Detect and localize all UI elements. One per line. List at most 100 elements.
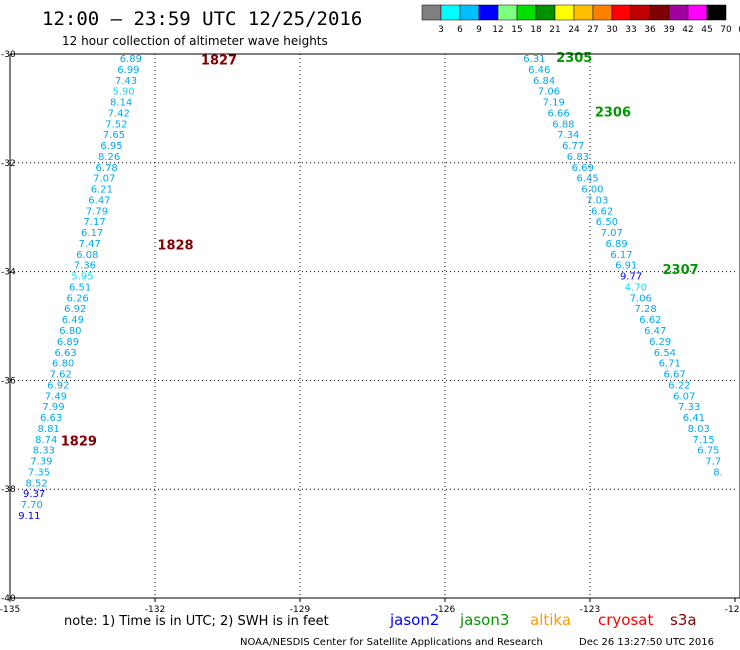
wave-value: 7.79: [86, 206, 108, 217]
wave-value: 6.69: [572, 163, 594, 174]
scale-label: 30: [606, 25, 618, 35]
wave-value: 4.70: [625, 282, 647, 293]
scale-swatch: [554, 4, 575, 21]
wave-value: 8.03: [688, 424, 710, 435]
satellite-legend-cryosat: cryosat: [598, 611, 653, 629]
wave-value: 7.62: [50, 370, 72, 381]
wave-value: 6.88: [552, 119, 574, 130]
axis-ticks: -135 -132 -129 -126 -123 -120 -30 -32 -34 -36 -38 -…: [0, 50, 740, 615]
wave-value: 7.47: [79, 239, 101, 250]
x-tick-label: -120: [725, 605, 740, 615]
scale-label: 9: [476, 25, 482, 35]
map-grid: [10, 54, 735, 598]
wave-value: 7.19: [543, 98, 565, 109]
wave-value: 6.00: [581, 185, 603, 196]
wave-value: 7.03: [586, 195, 608, 206]
y-tick-label: -30: [1, 50, 16, 60]
wave-value: 6.77: [562, 141, 584, 152]
wave-value: 7.34: [557, 130, 579, 141]
scale-label: 45: [701, 25, 712, 35]
pass-labels: 1827182818292305230623072: [61, 51, 699, 450]
wave-value: 7.33: [678, 402, 700, 413]
pass-label: 1829: [61, 435, 97, 450]
y-tick-label: -40: [1, 594, 16, 604]
wave-height-values: 6.896.997.435.908.147.427.527.656.958.26…: [18, 54, 723, 522]
wave-value: 7.42: [108, 108, 130, 119]
wave-value: 7.70: [21, 500, 43, 511]
wave-value: 7.65: [103, 130, 125, 141]
wave-value: 7.06: [630, 293, 652, 304]
wave-value: 7.36: [74, 261, 96, 272]
x-tick-label: -126: [435, 605, 456, 615]
wave-value: 6.45: [576, 174, 598, 185]
wave-value: 7.39: [30, 457, 52, 468]
scale-swatch: [478, 4, 499, 21]
wave-value: 6.29: [649, 337, 671, 348]
scale-label: 15: [511, 25, 522, 35]
scale-swatch: [668, 4, 689, 21]
wave-value: 6.47: [644, 326, 666, 337]
x-tick-label: -132: [145, 605, 165, 615]
y-tick-label: -34: [1, 268, 16, 278]
wave-value: 6.99: [117, 65, 139, 76]
wave-value: 6.17: [610, 250, 632, 261]
wave-value: 6.07: [673, 391, 695, 402]
satellite-legend: jason2 jason3 altika cryosat s3a: [389, 611, 697, 629]
scale-swatch: [592, 4, 613, 21]
wave-value: 7.17: [83, 217, 105, 228]
wave-value: 6.80: [52, 359, 74, 370]
wave-value: 6.80: [59, 326, 81, 337]
satellite-legend-altika: altika: [530, 611, 571, 629]
wave-value: 6.47: [88, 195, 110, 206]
wave-value: 8.: [713, 467, 723, 478]
wave-value: 6.26: [67, 293, 89, 304]
wave-value: 7.07: [93, 174, 115, 185]
wave-value: 7.43: [115, 76, 137, 87]
wave-value: 6.89: [120, 54, 142, 65]
pass-label: 2306: [595, 105, 631, 120]
wave-value: 6.22: [668, 380, 690, 391]
wave-value: 8.74: [35, 435, 57, 446]
wave-value: 6.51: [69, 282, 91, 293]
satellite-legend-s3a: s3a: [670, 611, 697, 629]
x-tick-label: -123: [580, 605, 600, 615]
pass-label: 1828: [157, 239, 193, 254]
scale-swatch: [706, 4, 727, 21]
wave-value: 8.33: [33, 446, 55, 457]
wave-value: 9.37: [23, 489, 45, 500]
wave-value: 6.89: [57, 337, 79, 348]
wave-value: 6.21: [91, 185, 113, 196]
credit-text: NOAA/NESDIS Center for Satellite Applica…: [240, 637, 543, 648]
wave-value: 7.06: [538, 87, 560, 98]
footer-note: note: 1) Time is in UTC; 2) SWH is in fe…: [64, 614, 329, 629]
scale-swatch: [611, 4, 632, 21]
wave-value: 7.52: [105, 119, 127, 130]
scale-swatch: [649, 4, 670, 21]
wave-value: 7.49: [45, 391, 67, 402]
wave-value: 6.62: [591, 206, 613, 217]
wave-value: 5.90: [112, 87, 134, 98]
wave-value: 7.99: [42, 402, 64, 413]
y-tick-label: -32: [1, 159, 16, 169]
wave-value: 6.92: [64, 304, 86, 315]
scale-label: 27: [587, 25, 598, 35]
scale-label: 12: [492, 25, 503, 35]
wave-value: 8.52: [25, 478, 47, 489]
wave-value: 6.08: [76, 250, 98, 261]
wave-value: 9.77: [620, 272, 642, 283]
pass-label: 2307: [663, 263, 699, 278]
wave-value: 6.50: [596, 217, 618, 228]
x-tick-label: -129: [290, 605, 311, 615]
y-tick-label: -36: [1, 376, 16, 386]
wave-value: 6.95: [100, 141, 122, 152]
scale-label: 36: [644, 25, 656, 35]
wave-value: 6.92: [47, 380, 69, 391]
timestamp: Dec 26 13:27:50 UTC 2016: [579, 637, 714, 648]
wave-value: 6.46: [528, 65, 550, 76]
wave-value: 6.54: [654, 348, 676, 359]
chart-subtitle: 12 hour collection of altimeter wave hei…: [62, 34, 328, 48]
wave-value: 8.26: [98, 152, 120, 163]
wave-value: 8.81: [38, 424, 60, 435]
